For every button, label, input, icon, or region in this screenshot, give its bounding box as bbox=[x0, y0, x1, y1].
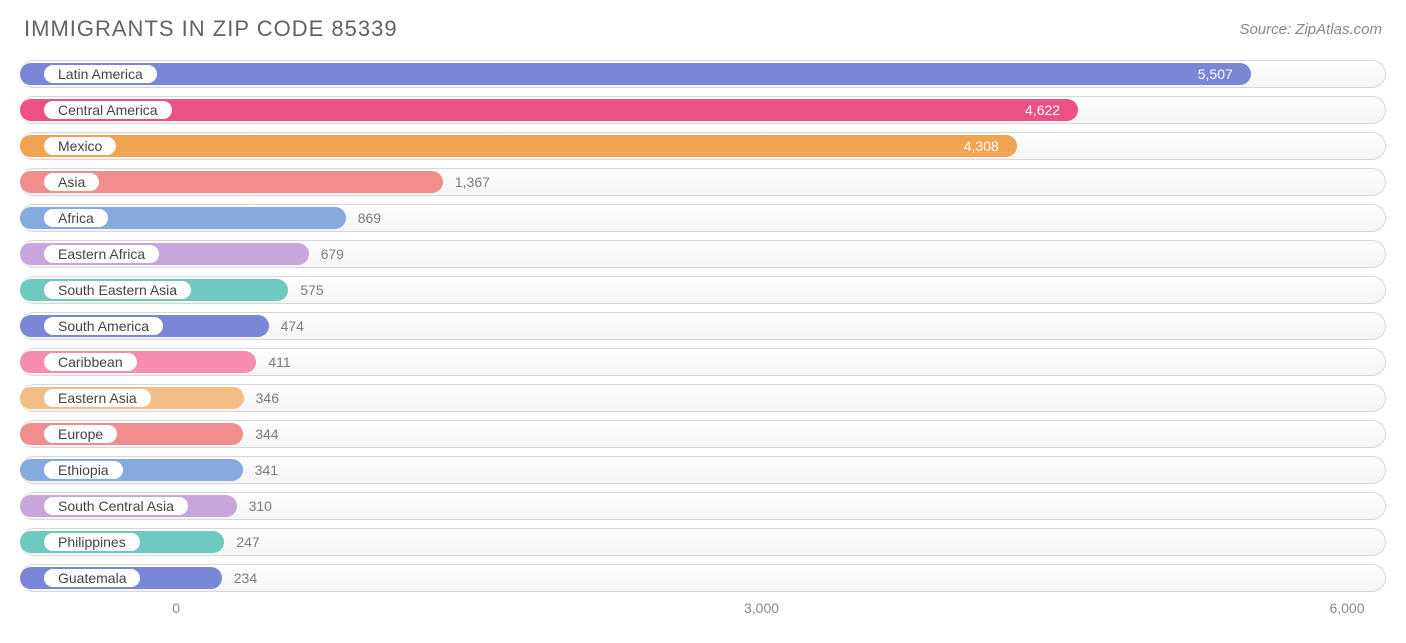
bar-row: Europe 344 bbox=[20, 420, 1386, 448]
chart-source: Source: ZipAtlas.com bbox=[1239, 21, 1382, 38]
category-pill: Asia bbox=[42, 171, 101, 193]
chart-title: IMMIGRANTS IN ZIP CODE 85339 bbox=[24, 16, 398, 42]
category-label: Europe bbox=[58, 426, 103, 442]
bar-row: South Eastern Asia 575 bbox=[20, 276, 1386, 304]
category-label: Eastern Asia bbox=[58, 390, 137, 406]
value-label: 4,622 bbox=[1025, 96, 1078, 124]
bar-fill bbox=[20, 135, 1017, 157]
axis-tick: 0 bbox=[172, 600, 180, 616]
category-pill: Mexico bbox=[42, 135, 118, 157]
category-label: Central America bbox=[58, 102, 158, 118]
category-pill: Ethiopia bbox=[42, 459, 125, 481]
x-axis: 0 3,000 6,000 bbox=[20, 600, 1386, 624]
bar-row: Caribbean 411 bbox=[20, 348, 1386, 376]
category-label: Asia bbox=[58, 174, 85, 190]
axis-tick: 6,000 bbox=[1329, 600, 1364, 616]
bar-chart: Latin America 5,507 Central America 4,622 Me… bbox=[20, 60, 1386, 592]
value-label: 679 bbox=[309, 240, 344, 268]
category-pill: Philippines bbox=[42, 531, 142, 553]
category-pill: Eastern Africa bbox=[42, 243, 161, 265]
value-label: 869 bbox=[346, 204, 381, 232]
category-label: Africa bbox=[58, 210, 94, 226]
category-label: South Central Asia bbox=[58, 498, 174, 514]
value-label: 234 bbox=[222, 564, 257, 592]
category-pill: Latin America bbox=[42, 63, 159, 85]
value-label: 411 bbox=[256, 348, 290, 376]
bar-row: South Central Asia 310 bbox=[20, 492, 1386, 520]
category-label: South America bbox=[58, 318, 149, 334]
value-label: 344 bbox=[243, 420, 278, 448]
category-pill: South Central Asia bbox=[42, 495, 190, 517]
category-label: Eastern Africa bbox=[58, 246, 145, 262]
category-pill: Africa bbox=[42, 207, 110, 229]
bar-row: Central America 4,622 bbox=[20, 96, 1386, 124]
value-label: 310 bbox=[237, 492, 272, 520]
category-pill: Caribbean bbox=[42, 351, 139, 373]
category-pill: South Eastern Asia bbox=[42, 279, 193, 301]
category-label: Guatemala bbox=[58, 570, 126, 586]
bar-row: Asia 1,367 bbox=[20, 168, 1386, 196]
category-label: South Eastern Asia bbox=[58, 282, 177, 298]
value-label: 575 bbox=[288, 276, 323, 304]
bar-row: Latin America 5,507 bbox=[20, 60, 1386, 88]
category-label: Latin America bbox=[58, 66, 143, 82]
bar-fill bbox=[20, 63, 1251, 85]
axis-tick: 3,000 bbox=[744, 600, 779, 616]
value-label: 346 bbox=[244, 384, 279, 412]
value-label: 247 bbox=[224, 528, 259, 556]
category-pill: South America bbox=[42, 315, 165, 337]
bar-row: South America 474 bbox=[20, 312, 1386, 340]
category-pill: Central America bbox=[42, 99, 174, 121]
category-label: Mexico bbox=[58, 138, 102, 154]
value-label: 4,308 bbox=[964, 132, 1017, 160]
chart-header: IMMIGRANTS IN ZIP CODE 85339 Source: Zip… bbox=[20, 16, 1386, 42]
bar-fill bbox=[20, 99, 1078, 121]
value-label: 474 bbox=[269, 312, 304, 340]
bar-row: Eastern Africa 679 bbox=[20, 240, 1386, 268]
bar-row: Mexico 4,308 bbox=[20, 132, 1386, 160]
category-label: Ethiopia bbox=[58, 462, 109, 478]
bar-row: Guatemala 234 bbox=[20, 564, 1386, 592]
category-pill: Eastern Asia bbox=[42, 387, 153, 409]
value-label: 341 bbox=[243, 456, 278, 484]
value-label: 5,507 bbox=[1198, 60, 1251, 88]
value-label: 1,367 bbox=[443, 168, 490, 196]
bar-row: Africa 869 bbox=[20, 204, 1386, 232]
bar-row: Ethiopia 341 bbox=[20, 456, 1386, 484]
bar-row: Eastern Asia 346 bbox=[20, 384, 1386, 412]
bar-row: Philippines 247 bbox=[20, 528, 1386, 556]
category-pill: Europe bbox=[42, 423, 119, 445]
category-label: Caribbean bbox=[58, 354, 123, 370]
category-pill: Guatemala bbox=[42, 567, 142, 589]
category-label: Philippines bbox=[58, 534, 126, 550]
